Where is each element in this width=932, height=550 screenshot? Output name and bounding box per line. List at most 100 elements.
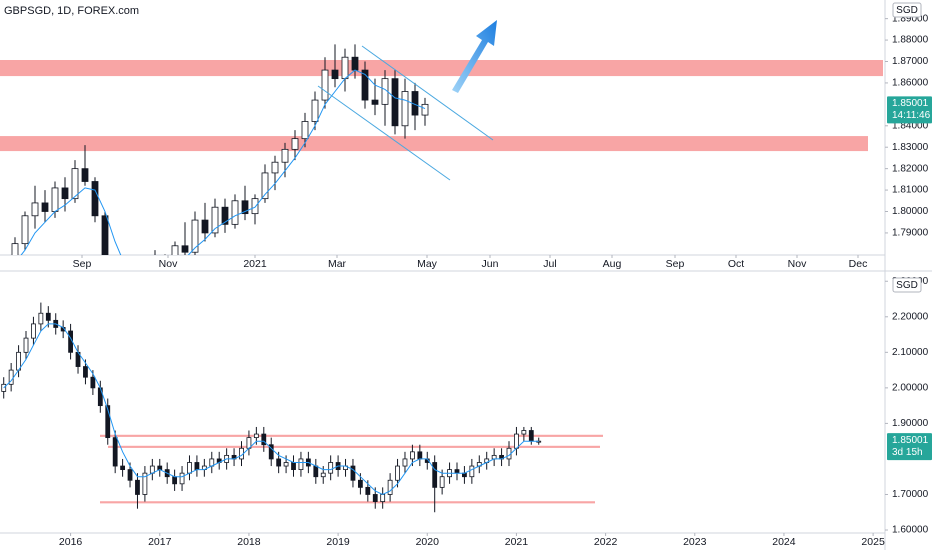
candle-body [112,437,118,467]
candle-body [298,458,304,471]
candle-body [179,472,185,485]
candle-body [135,479,140,495]
candle-body [421,103,429,116]
countdown-label: 3d 15h [892,447,923,458]
candle-body [253,433,259,439]
candle-body [521,430,527,435]
candle-body [432,462,438,488]
x-tick-label: 2020 [416,536,440,548]
candle-body [357,479,363,488]
candle-body [261,172,269,200]
x-tick-label: 2021 [243,258,267,270]
candle-body [105,405,111,439]
y-tick-label: 1.90000 [892,418,929,429]
candle-body [268,444,274,460]
zone [0,60,883,77]
x-tick-label: Nov [788,258,807,270]
candle-body [251,198,259,215]
candle-body [283,462,289,467]
y-tick-label: 1.80000 [892,206,929,217]
candle-body [291,462,296,471]
currency-label: SGD [896,5,918,16]
candle-body [142,472,148,495]
candle-body [81,168,89,182]
channel-line [317,85,451,181]
candle-body [31,323,36,339]
y-tick-label: 2.10000 [892,347,929,358]
x-tick-label: 2016 [59,536,83,548]
candle-body [380,494,386,502]
arrow [452,20,497,93]
candle-body [391,78,399,127]
candle-body [71,168,79,200]
candle-body [61,187,69,200]
candle-body [331,69,339,80]
x-tick-label: Dec [849,258,868,270]
candle-body [91,181,99,217]
x-tick-label: Jul [543,258,556,270]
x-tick-label: Nov [159,258,178,270]
price-label: 1.85001 [892,98,929,109]
zone [108,445,600,448]
candle-body [241,200,249,215]
candle-body [528,430,534,442]
x-tick-label: 2021 [505,536,529,548]
candle-body [387,479,393,495]
x-tick-label: Jun [482,258,499,270]
y-tick-label: 1.81000 [892,185,929,196]
candle-body [365,486,371,495]
candle-body [187,462,192,474]
x-tick-label: Mar [328,258,347,270]
candle-body [313,465,319,478]
candle-body [181,245,189,253]
candle-body [328,462,334,474]
candle-body [341,56,349,80]
candle-body [120,465,126,471]
candle-body [211,206,219,234]
candle-body [83,366,88,378]
candle-body [276,458,282,467]
plot-area [1,302,603,513]
y-tick-label: 1.83000 [892,142,929,153]
y-tick-label: 1.86000 [892,78,929,89]
candle-body [45,312,51,321]
candle-body [191,219,199,253]
y-tick-label: 2.00000 [892,383,929,394]
plot-area [0,44,883,255]
candle-body [281,148,289,163]
candle-body [395,465,400,481]
candle-body [194,462,200,471]
price-box [887,433,932,461]
y-tick-label: 1.88000 [892,35,929,46]
x-tick-label: 2017 [148,536,172,548]
candle-body [51,187,59,212]
currency-box [892,2,922,18]
candle-body [271,161,279,174]
candle-body [469,465,475,478]
y-tick-label: 1.70000 [892,489,929,500]
candle-body [361,69,369,101]
candle-body [23,337,29,353]
x-tick-label: 2023 [683,536,707,548]
x-tick-label: Sep [73,258,92,270]
candle-body [320,472,326,478]
candle-body [221,206,229,225]
x-tick-label: Oct [728,258,744,270]
candle-body [261,433,267,446]
candle-body [311,99,319,122]
candle-body [351,56,359,71]
candle-body [401,91,409,127]
y-tick-label: 1.89000 [892,13,929,24]
candle-body [372,494,378,502]
x-tick-label: Sep [666,258,685,270]
candle-body [454,469,460,474]
candle-body [514,433,519,449]
candle-body [439,476,445,488]
candle-body [90,376,96,389]
candle-body [101,215,109,255]
moving-average [20,69,426,255]
x-tick-label: May [417,258,438,270]
candle-body [127,469,133,481]
x-tick-label: 2025 [861,536,885,548]
